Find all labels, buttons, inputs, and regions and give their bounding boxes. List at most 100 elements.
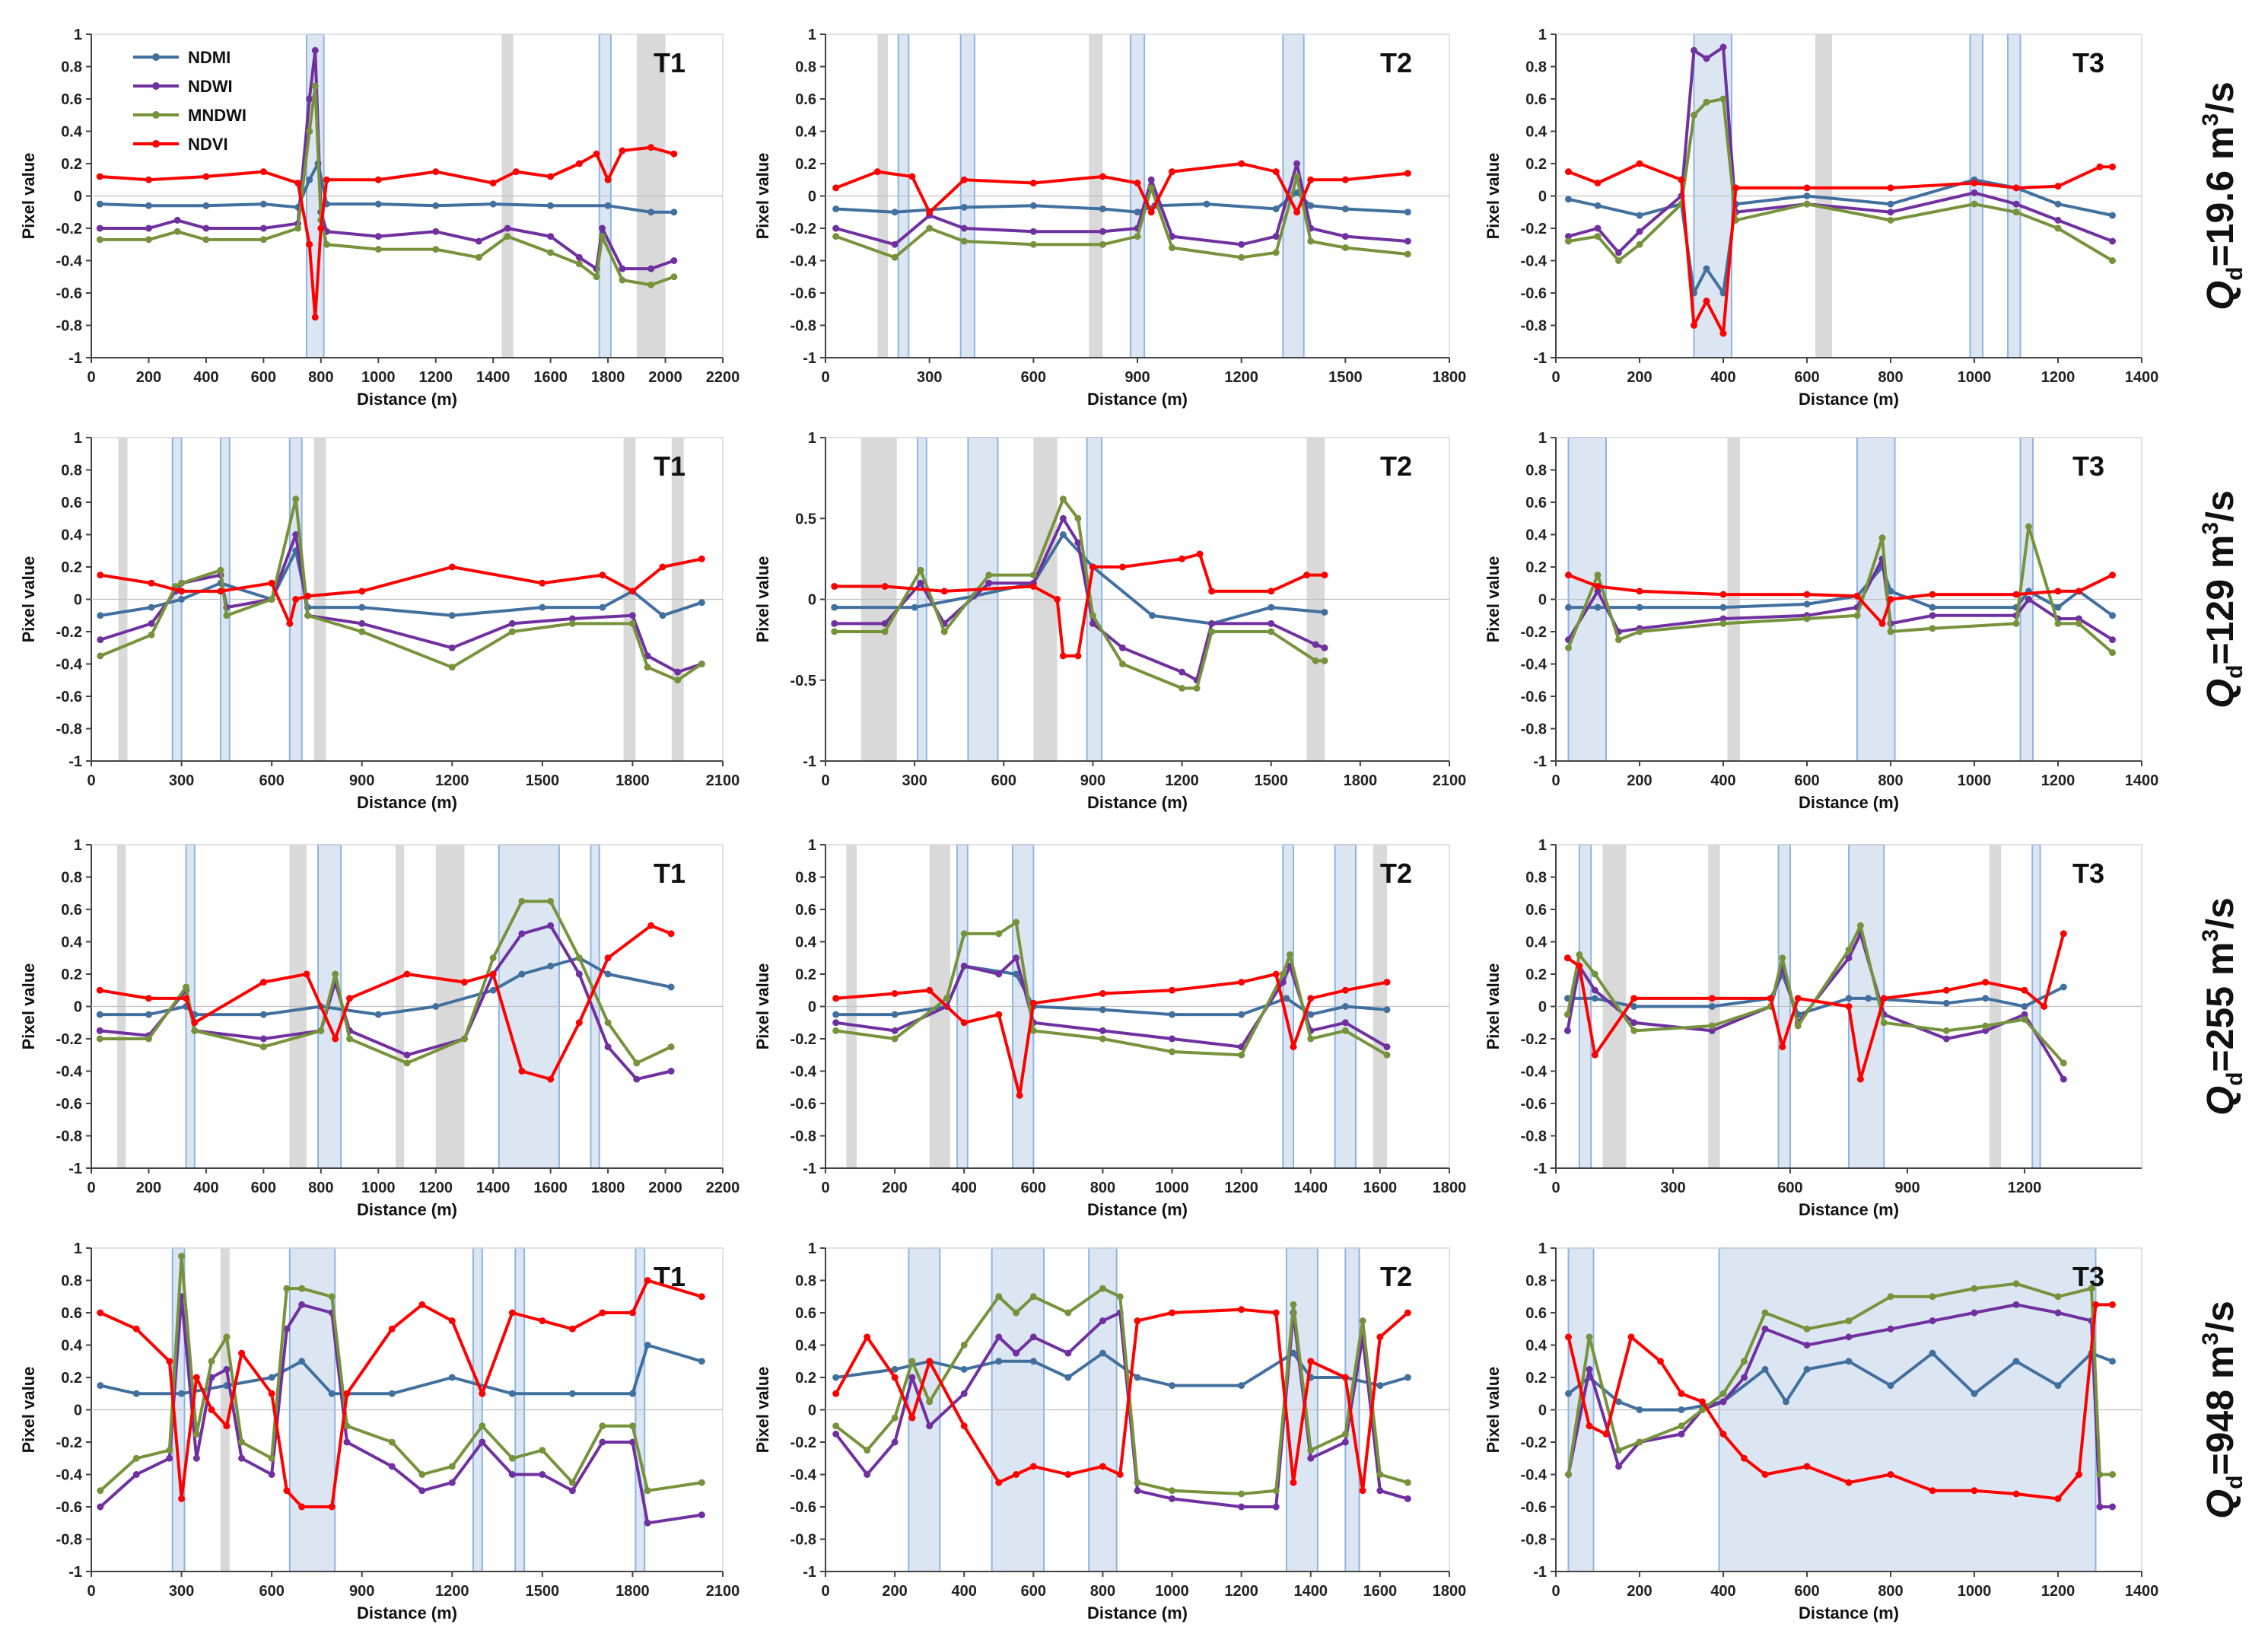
data-point-ndwi xyxy=(1703,55,1710,62)
data-point-mndwi xyxy=(1719,619,1727,627)
data-point-ndvi xyxy=(926,986,934,994)
data-point-ndmi xyxy=(1887,588,1894,595)
panel-title: T2 xyxy=(1380,47,1412,78)
data-point-ndwi xyxy=(504,225,511,232)
data-point-ndwi xyxy=(1272,1503,1280,1511)
data-point-mndwi xyxy=(145,236,152,244)
data-point-ndvi xyxy=(1029,999,1037,1007)
y-tick-label: 0.6 xyxy=(795,902,816,919)
data-point-mndwi xyxy=(1563,1011,1571,1018)
data-point-ndwi xyxy=(298,1301,306,1308)
data-point-ndwi xyxy=(475,237,482,245)
data-point-ndmi xyxy=(2109,1358,2116,1365)
data-point-mndwi xyxy=(388,1438,396,1446)
x-tick-label: 2200 xyxy=(706,1180,740,1196)
row-label-value: =255 m xyxy=(2199,942,2241,1072)
y-tick-label: 0.8 xyxy=(1525,870,1547,887)
data-point-ndwi xyxy=(575,970,583,978)
data-point-mndwi xyxy=(960,1342,968,1349)
y-tick-label: 0 xyxy=(1538,999,1547,1016)
data-point-ndvi xyxy=(268,579,275,587)
data-point-mndwi xyxy=(346,1035,354,1043)
data-point-mndwi xyxy=(2012,619,2020,627)
data-point-ndwi xyxy=(599,225,606,232)
data-point-mndwi xyxy=(178,579,186,587)
data-point-ndvi xyxy=(2012,1490,2020,1498)
y-tick-label: -0.2 xyxy=(56,221,82,237)
row-label-subscript: d xyxy=(2222,1072,2247,1086)
data-point-mndwi xyxy=(1272,1487,1280,1495)
data-point-ndvi xyxy=(659,563,666,571)
data-point-ndvi xyxy=(518,1068,526,1075)
x-tick-label: 600 xyxy=(259,1583,284,1600)
data-point-ndmi xyxy=(202,202,210,209)
data-point-ndwi xyxy=(448,644,456,651)
data-point-mndwi xyxy=(2060,1059,2067,1067)
y-tick-label: 0.6 xyxy=(795,91,816,108)
y-tick-label: -0.2 xyxy=(1521,1031,1547,1048)
data-point-mndwi xyxy=(1312,657,1319,664)
y-tick-label: 0.4 xyxy=(795,1338,817,1355)
y-tick-label: 0 xyxy=(74,1403,82,1419)
y-tick-label: 0.2 xyxy=(1525,1370,1547,1387)
x-tick-label: 1800 xyxy=(616,1583,650,1600)
y-tick-label: 0.6 xyxy=(1525,1305,1547,1322)
data-point-ndvi xyxy=(881,583,889,590)
series-line-ndwi xyxy=(1567,46,2114,254)
data-point-ndwi xyxy=(831,619,838,627)
data-point-mndwi xyxy=(97,652,104,660)
data-point-ndvi xyxy=(1272,168,1280,176)
row-label-unit: /s xyxy=(2199,490,2241,522)
data-point-mndwi xyxy=(518,897,526,905)
data-point-ndvi xyxy=(1732,184,1739,192)
data-point-ndvi xyxy=(1563,954,1571,962)
data-point-ndmi xyxy=(2054,200,2062,208)
series-line-ndvi xyxy=(834,1307,1409,1492)
data-point-ndvi xyxy=(575,1019,583,1027)
data-point-ndmi xyxy=(388,1390,396,1397)
data-point-mndwi xyxy=(448,1463,456,1470)
y-tick-label: 1 xyxy=(808,430,816,447)
data-point-ndmi xyxy=(1013,970,1020,978)
y-tick-label: 0.4 xyxy=(1525,1338,1548,1355)
data-point-mndwi xyxy=(374,246,382,253)
data-point-mndwi xyxy=(1089,612,1096,619)
x-tick-label: 300 xyxy=(169,772,194,789)
x-tick-label: 1200 xyxy=(435,772,469,789)
data-point-ndmi xyxy=(995,1358,1003,1365)
data-point-mndwi xyxy=(358,628,366,635)
series-line-mndwi xyxy=(99,1254,702,1492)
data-point-mndwi xyxy=(604,1019,612,1027)
data-point-mndwi xyxy=(940,628,948,635)
data-point-mndwi xyxy=(647,281,655,288)
data-point-ndvi xyxy=(1179,555,1186,562)
data-point-mndwi xyxy=(985,572,993,579)
y-tick-label: -0.8 xyxy=(56,1532,82,1549)
data-point-mndwi xyxy=(1803,615,1811,623)
data-point-ndwi xyxy=(1887,209,1894,216)
data-point-ndwi xyxy=(568,615,576,623)
data-point-ndvi xyxy=(1878,619,1886,627)
data-point-ndvi xyxy=(1803,184,1811,192)
data-point-mndwi xyxy=(191,1027,199,1034)
data-point-ndmi xyxy=(1594,603,1602,611)
x-tick-label: 600 xyxy=(1794,772,1819,789)
x-tick-label: 900 xyxy=(349,1583,374,1600)
y-axis-label: Pixel value xyxy=(753,153,772,240)
data-point-ndwi xyxy=(1591,986,1598,994)
data-point-ndwi xyxy=(647,265,655,272)
x-tick-label: 1200 xyxy=(2008,1180,2042,1196)
data-point-ndmi xyxy=(358,603,366,611)
y-tick-label: 0.4 xyxy=(61,1338,83,1355)
y-tick-label: -0.6 xyxy=(56,1096,82,1113)
data-point-mndwi xyxy=(1238,1490,1245,1498)
data-point-ndwi xyxy=(1118,644,1126,651)
data-point-ndvi xyxy=(403,970,411,978)
data-point-mndwi xyxy=(1029,1027,1037,1034)
row-label-value: =948 m xyxy=(2199,1345,2241,1476)
x-tick-label: 1600 xyxy=(1363,1583,1398,1600)
data-point-ndwi xyxy=(926,1422,934,1430)
panel-title: T1 xyxy=(654,47,685,78)
data-point-ndvi xyxy=(311,314,319,321)
data-point-ndvi xyxy=(1586,1422,1593,1430)
